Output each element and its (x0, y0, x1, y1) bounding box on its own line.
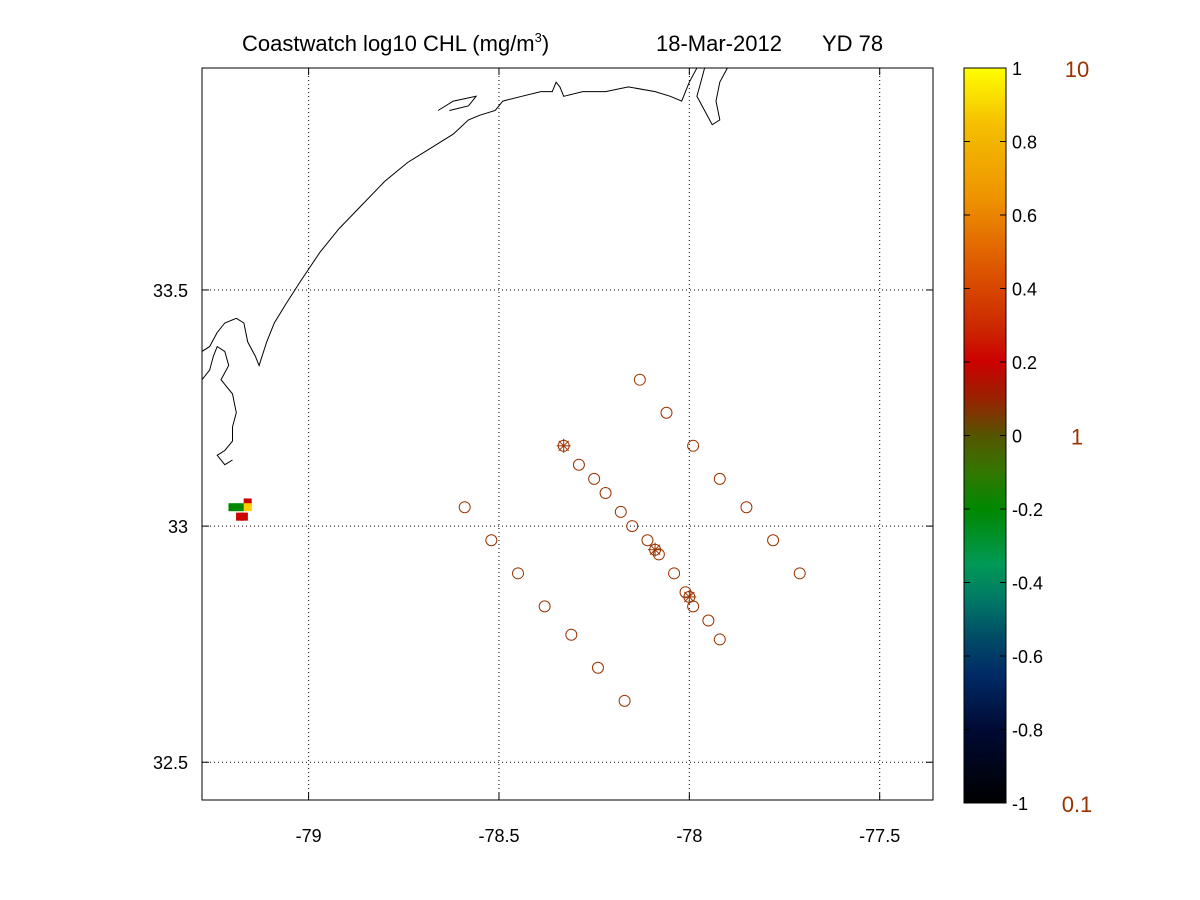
chl-pixel (243, 498, 252, 507)
station-marker (538, 600, 551, 613)
station-marker (668, 567, 681, 580)
chl-pixel (228, 503, 237, 512)
station-marker (767, 534, 780, 547)
y-tick-label: 33.5 (153, 281, 188, 301)
colorbar-concentration-label: 1 (1071, 425, 1083, 450)
x-tick-label: -78.5 (478, 826, 519, 846)
colorbar-concentration-label: 10 (1065, 57, 1089, 82)
title-superscript: 3 (535, 30, 542, 45)
station-marker (599, 487, 612, 500)
chl-pixel (236, 503, 245, 512)
station-marker (626, 520, 639, 533)
map-contents (202, 68, 933, 800)
colorbar-tick-label: -0.2 (1012, 500, 1043, 520)
colorbar-concentration-label: 0.1 (1062, 792, 1093, 817)
station-marker (793, 567, 806, 580)
colorbar-tick-label: -0.6 (1012, 647, 1043, 667)
title-prefix: Coastwatch log10 CHL (mg/m (242, 31, 535, 56)
y-tick-label: 33 (168, 517, 188, 537)
station-marker (633, 373, 646, 386)
colorbar-tick-label: 0.6 (1012, 206, 1037, 226)
x-tick-label: -78 (676, 826, 702, 846)
map-plot-area: -79 -78.5 -78 -77.5 32.5 33 33.5 (153, 67, 934, 846)
station-marker (485, 534, 498, 547)
station-marker (687, 439, 700, 452)
station-marker (614, 505, 627, 518)
station-marker (713, 472, 726, 485)
station-marker (740, 501, 753, 514)
colorbar-tick-label: 0 (1012, 427, 1022, 447)
station-marker (591, 661, 604, 674)
plot-frame (201, 67, 934, 801)
colorbar-tick-label: 0.8 (1012, 133, 1037, 153)
x-tick-label: -79 (296, 826, 322, 846)
station-marker (512, 567, 525, 580)
coastline-cape (696, 68, 728, 126)
colorbar-tick-label: -0.8 (1012, 721, 1043, 741)
title-date: 18-Mar-2012 (656, 31, 782, 56)
colorbar-gradient (963, 67, 1007, 804)
colorbar: 1 0.8 0.6 0.4 0.2 0 -0.2 -0.4 -0.6 -0.8 -1 10 1 0.1 (963, 57, 1093, 817)
station-marker (572, 458, 585, 471)
colorbar-tick-label: -0.4 (1012, 574, 1043, 594)
station-marker (588, 472, 601, 485)
colorbar-tick-label: -1 (1012, 794, 1028, 814)
coastline (202, 68, 698, 367)
coastline-river (202, 345, 237, 466)
chl-pixel (243, 503, 252, 512)
station-marker (618, 694, 631, 707)
colorbar-tick-label: 0.4 (1012, 280, 1037, 300)
chl-pixel (239, 512, 248, 521)
station-marker (565, 628, 578, 641)
station-marker (641, 534, 654, 547)
chart-title: Coastwatch log10 CHL (mg/m3) (242, 30, 549, 56)
coastline-island (437, 95, 478, 111)
x-tick-label: -77.5 (859, 826, 900, 846)
station-marker (713, 633, 726, 646)
station-marker (660, 406, 673, 419)
title-suffix: ) (542, 31, 549, 56)
colorbar-tick-label: 1 (1012, 59, 1022, 79)
title-yearday: YD 78 (822, 31, 883, 56)
station-star-marker (682, 589, 697, 604)
station-star-marker (556, 438, 571, 453)
colorbar-tick-label: 0.2 (1012, 353, 1037, 373)
station-star-marker (648, 542, 663, 557)
station-marker (702, 614, 715, 627)
station-marker (458, 501, 471, 514)
y-tick-label: 32.5 (153, 753, 188, 773)
